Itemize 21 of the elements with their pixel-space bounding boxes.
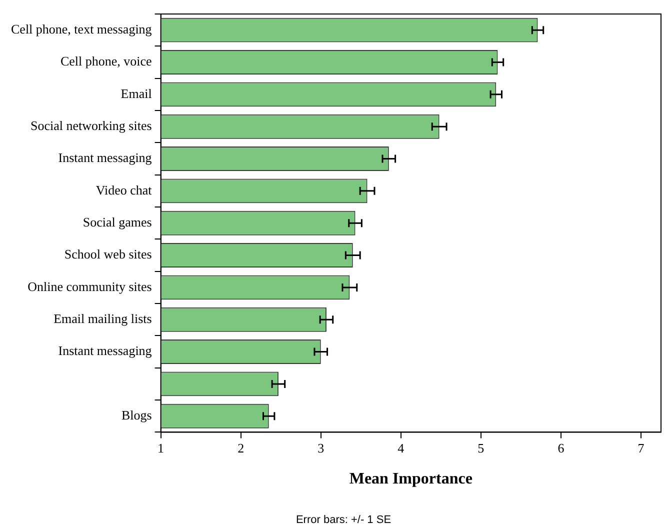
x-tick-label: 5 xyxy=(478,440,484,456)
x-tick-label: 6 xyxy=(558,440,565,456)
y-tick-label: Email xyxy=(120,86,152,101)
x-tick-label: 1 xyxy=(158,440,164,456)
x-tick-label: 2 xyxy=(238,440,244,456)
y-tick-label: Social games xyxy=(82,214,152,230)
y-tick-label: Video chat xyxy=(96,182,152,198)
y-tick-label: Cell phone, voice xyxy=(60,54,152,69)
y-tick-label: Instant messaging xyxy=(58,343,152,358)
text: Error bars: +/- 1 SE xyxy=(296,514,392,526)
x-tick-label: 4 xyxy=(398,440,405,456)
x-tick-label: 3 xyxy=(318,440,324,456)
y-tick-label: Blogs xyxy=(121,408,152,423)
x-tick-label: 7 xyxy=(638,440,645,456)
y-tick-label: Social networking sites xyxy=(30,118,152,134)
y-tick-label: Cell phone, text messaging xyxy=(11,22,152,37)
y-tick-label: School web sites xyxy=(64,246,152,262)
y-tick-label: Instant messaging xyxy=(58,150,152,166)
y-tick-label: Online community sites xyxy=(28,278,152,294)
x-axis-title: Mean Importance xyxy=(349,470,472,488)
y-tick-label: Email mailing lists xyxy=(54,311,152,326)
